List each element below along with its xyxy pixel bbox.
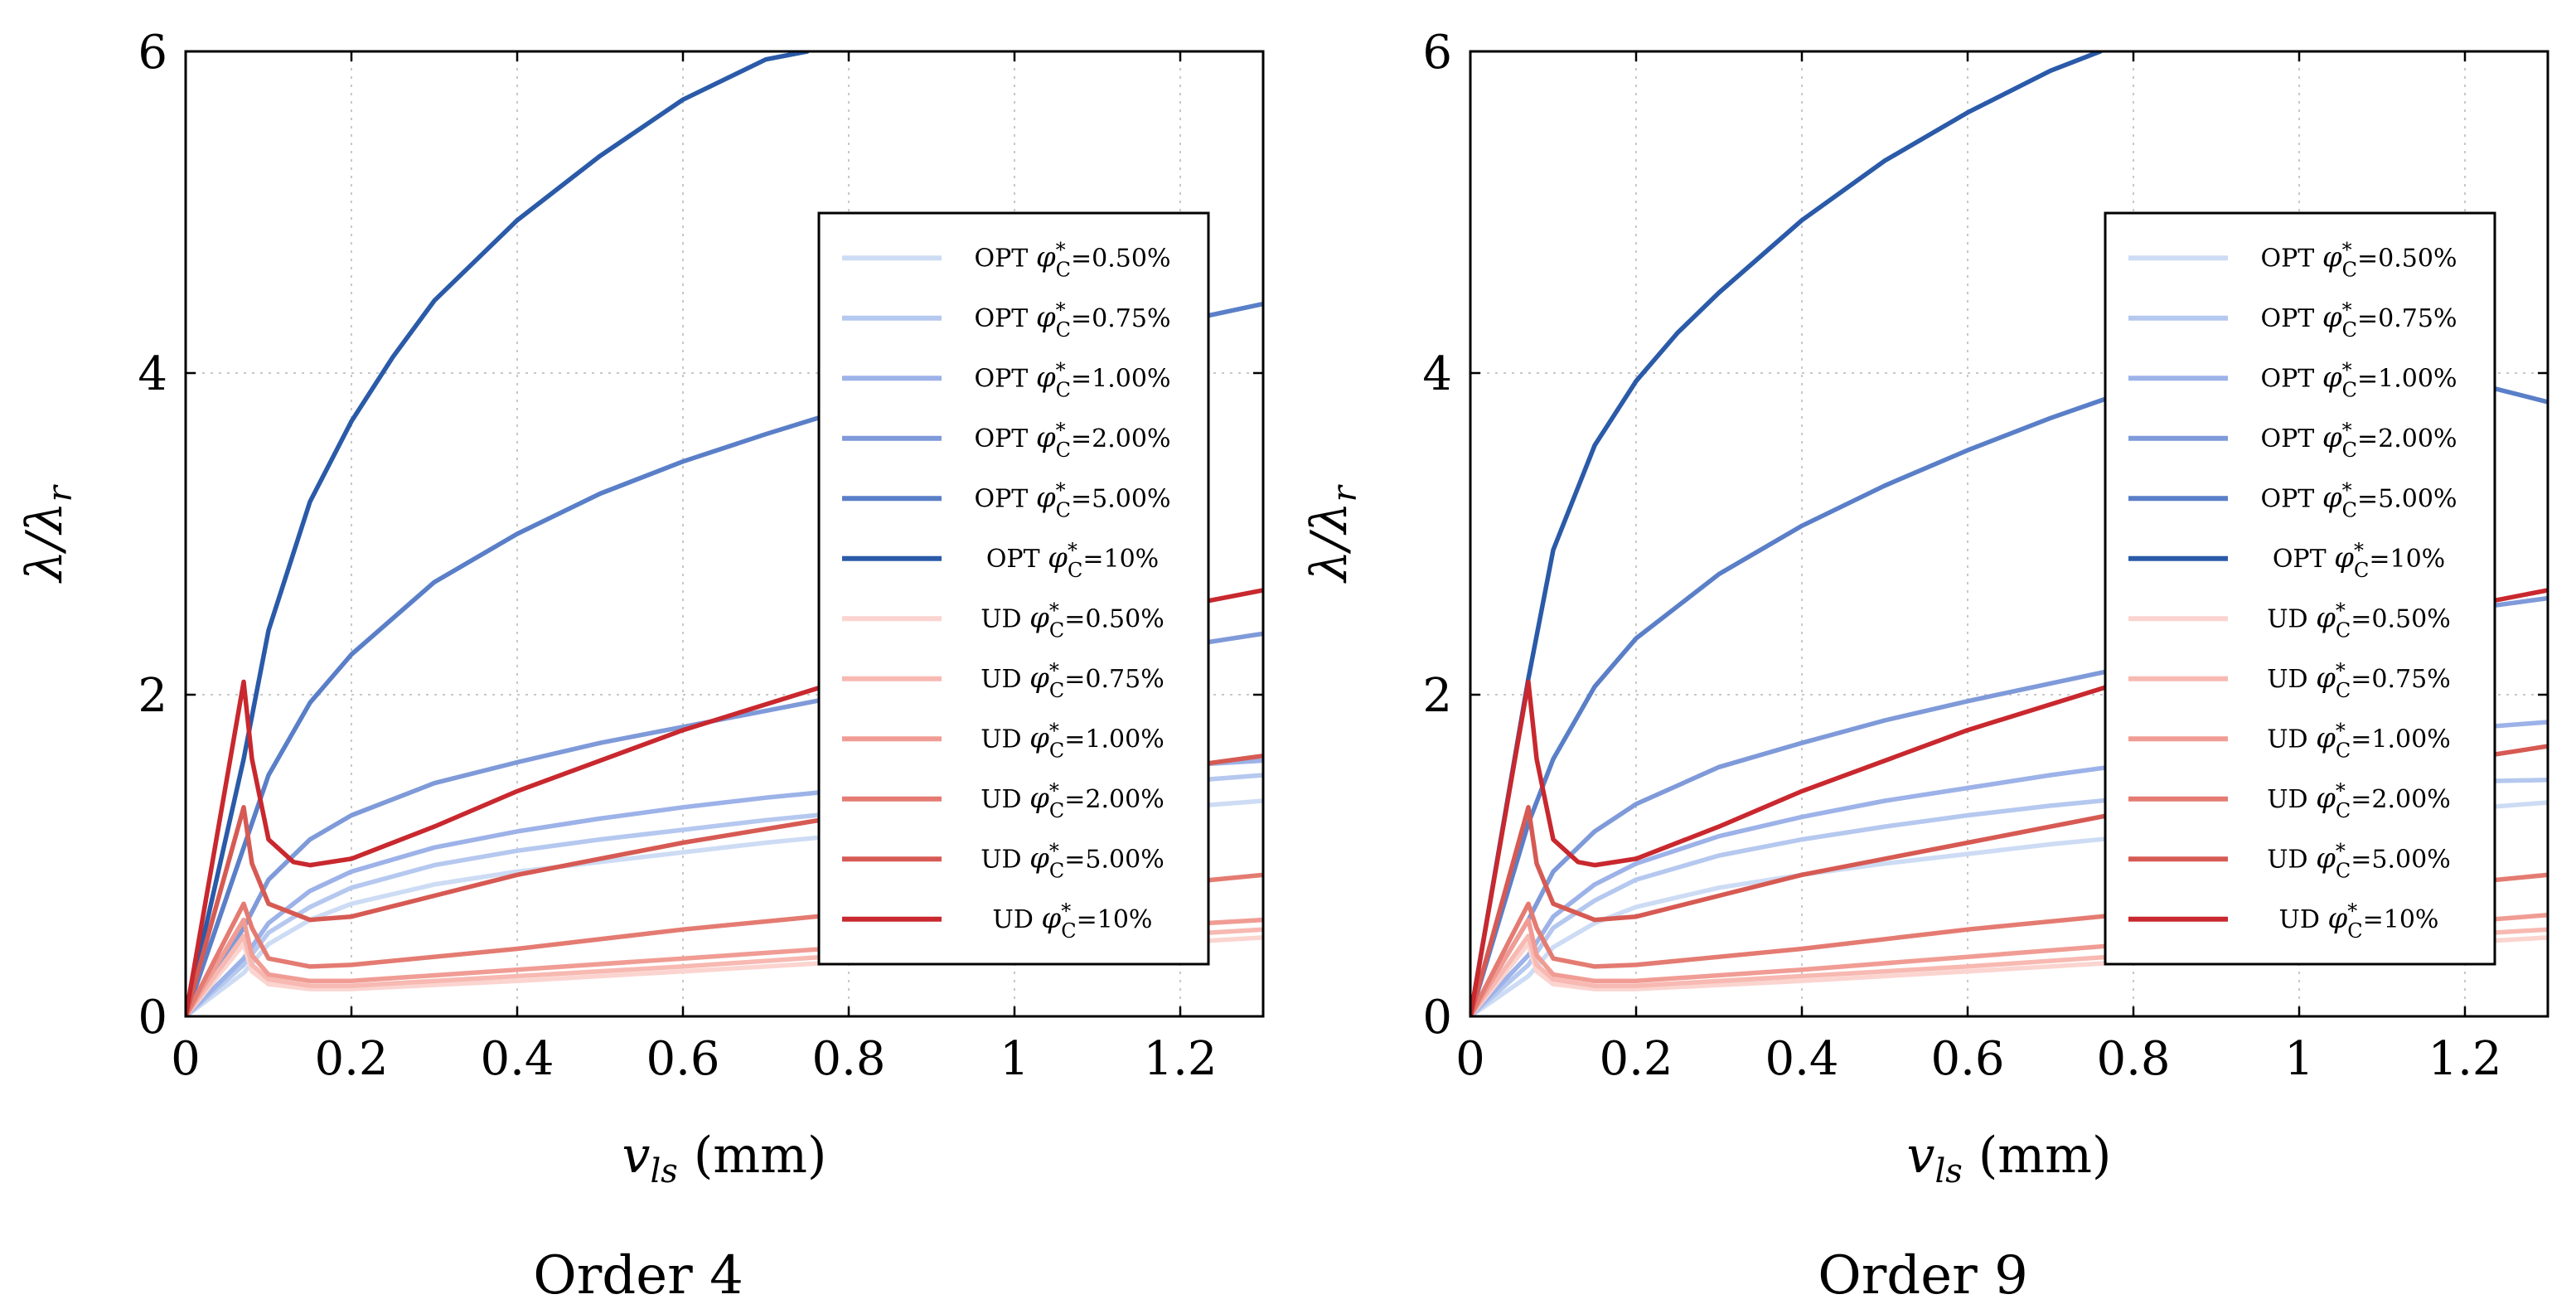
- legend-entry: OPT φ* C=1.00%: [2261, 358, 2457, 401]
- x-tick-label: 0.2: [1599, 1032, 1673, 1086]
- legend-box: [817, 211, 1210, 966]
- panel-order-4: 0 0.2 0.4 0.6 0.8 1 1.2 0 2 4 6 vls (mm) λ/λr OPT φ* C…: [16, 26, 1265, 1190]
- series-line-6: [1470, 51, 2103, 1016]
- y-axis-title: λ/λr: [16, 483, 80, 583]
- x-axis-title: vls (mm): [622, 1127, 827, 1190]
- legend-entry: OPT φ* C=0.75%: [975, 298, 1171, 342]
- panel-caption: Order 9: [1818, 1245, 2028, 1305]
- legend-entry: UD φ* C=0.75%: [2267, 659, 2451, 702]
- legend-entry: UD φ* C=2.00%: [2267, 779, 2451, 822]
- legend: OPT φ* C=0.50% OPT φ* C=0.75% OPT φ* C=1.00% O…: [2104, 211, 2496, 966]
- y-tick-label: 4: [1422, 347, 1452, 401]
- x-tick-label: 1: [1000, 1032, 1029, 1086]
- legend: OPT φ* C=0.50% OPT φ* C=0.75% OPT φ* C=1.00% O…: [817, 211, 1210, 966]
- x-tick-label: 1.2: [1143, 1032, 1217, 1086]
- legend-entry: UD φ* C=10%: [993, 899, 1153, 943]
- legend-entry: UD φ* C=2.00%: [981, 779, 1165, 822]
- x-tick-label: 1: [2284, 1032, 2314, 1086]
- x-tick-label: 0: [171, 1032, 201, 1086]
- legend-entry: OPT φ* C=5.00%: [975, 478, 1171, 521]
- series-line-6: [186, 51, 810, 1016]
- x-tick-label: 0.4: [480, 1032, 554, 1086]
- legend-entry: UD φ* C=10%: [2279, 899, 2439, 943]
- legend-entry: UD φ* C=1.00%: [981, 719, 1165, 762]
- legend-entry: OPT φ* C=0.50%: [2261, 238, 2457, 281]
- x-tick-label: 0.2: [314, 1032, 388, 1086]
- legend-entry: OPT φ* C=1.00%: [975, 358, 1171, 401]
- y-axis-title: λ/λr: [1300, 483, 1364, 583]
- legend-entry: UD φ* C=5.00%: [2267, 839, 2451, 882]
- x-tick-label: 0.8: [2096, 1032, 2170, 1086]
- legend-entry: OPT φ* C=10%: [986, 539, 1159, 582]
- x-tick-label: 0: [1455, 1032, 1485, 1086]
- y-tick-label: 6: [1422, 26, 1452, 80]
- x-tick-label: 1.2: [2428, 1032, 2501, 1086]
- legend-entry: UD φ* C=5.00%: [981, 839, 1165, 882]
- y-tick-label: 0: [138, 991, 167, 1045]
- legend-entry: OPT φ* C=5.00%: [2261, 478, 2457, 521]
- legend-entry: OPT φ* C=10%: [2273, 539, 2445, 582]
- y-tick-label: 2: [1422, 669, 1452, 723]
- legend-entry: UD φ* C=1.00%: [2267, 719, 2451, 762]
- panel-order-9: 0 0.2 0.4 0.6 0.8 1 1.2 0 2 4 6 vls (mm) λ/λr OPT φ* C…: [1300, 26, 2549, 1190]
- legend-entry: OPT φ* C=0.50%: [975, 238, 1171, 281]
- plot-frame: [184, 50, 1265, 1018]
- y-tick-label: 4: [138, 347, 167, 401]
- x-axis-title: vls (mm): [1907, 1127, 2112, 1190]
- y-tick-label: 2: [138, 669, 167, 723]
- y-tick-label: 0: [1422, 991, 1452, 1045]
- legend-entry: UD φ* C=0.50%: [2267, 599, 2451, 642]
- legend-entry: OPT φ* C=0.75%: [2261, 298, 2457, 342]
- legend-entry: UD φ* C=0.50%: [981, 599, 1165, 642]
- x-tick-label: 0.6: [646, 1032, 719, 1086]
- x-tick-label: 0.8: [811, 1032, 885, 1086]
- legend-entry: OPT φ* C=2.00%: [2261, 419, 2457, 462]
- legend-entry: OPT φ* C=2.00%: [975, 419, 1171, 462]
- x-tick-label: 0.6: [1930, 1032, 2004, 1086]
- x-tick-label: 0.4: [1765, 1032, 1838, 1086]
- legend-box: [2104, 211, 2496, 966]
- y-tick-label: 6: [138, 26, 167, 80]
- legend-entry: UD φ* C=0.75%: [981, 659, 1165, 702]
- plot-frame: [1469, 50, 2549, 1018]
- panel-caption: Order 4: [533, 1245, 743, 1305]
